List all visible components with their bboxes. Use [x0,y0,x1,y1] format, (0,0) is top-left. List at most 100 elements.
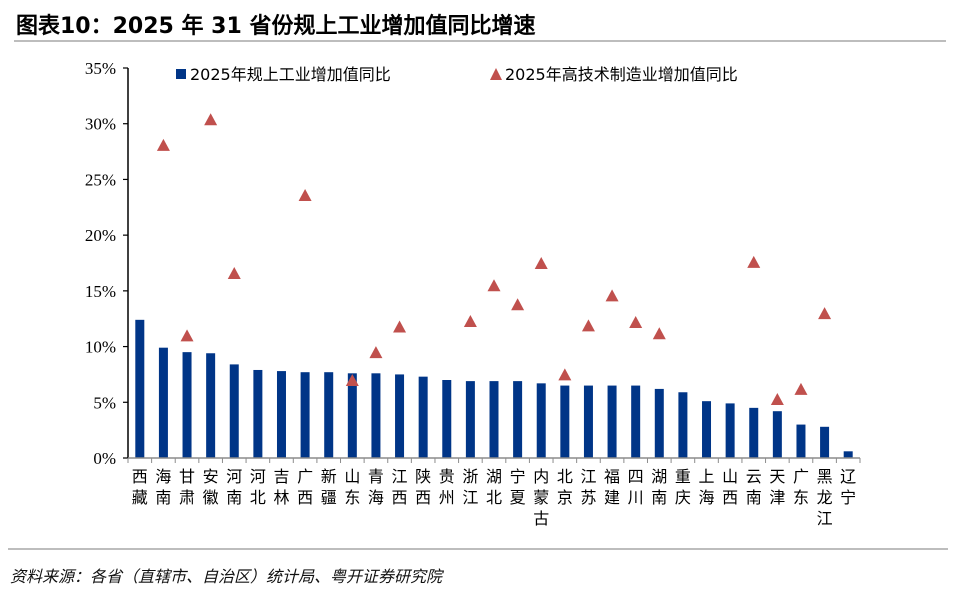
source-divider [8,548,948,550]
bar [135,319,145,458]
bar [324,372,334,458]
bar [206,353,216,458]
y-tick-label: 20% [85,226,116,245]
x-tick-label: 山西 [722,467,738,507]
x-tick-label: 重庆 [675,467,691,507]
x-tick-label: 西藏 [132,467,148,507]
x-axis: 西藏海南甘肃安徽河南河北吉林广西新疆山东青海江西陕西贵州浙江湖北宁夏内蒙古北京江… [127,457,861,528]
y-tick-label: 0% [93,449,116,468]
x-tick-label: 北京 [557,467,573,507]
bar-series [135,319,853,458]
bar [465,381,475,458]
triangle-marker [204,113,218,126]
x-tick-label: 广西 [297,467,313,507]
y-tick-label: 30% [85,115,116,134]
legend-triangle-swatch [490,68,502,80]
bar [820,426,830,458]
legend-bar-label: 2025年规上工业增加值同比 [190,65,391,84]
triangle-marker [534,257,548,269]
bar [395,374,405,458]
triangle-marker [156,138,170,151]
y-tick-label: 25% [85,170,116,189]
triangle-marker [298,189,312,202]
x-tick-label: 湖北 [486,467,502,507]
y-tick-label: 15% [85,282,116,301]
triangle-marker [227,267,241,280]
x-tick-label: 上海 [699,467,715,507]
triangle-marker [770,392,784,405]
x-tick-label: 云南 [746,467,762,507]
triangle-marker [487,279,501,292]
triangle-marker [393,320,407,333]
x-tick-label: 浙江 [462,467,478,507]
bar [347,373,357,458]
x-tick-label: 河北 [250,467,266,507]
bar [560,385,570,458]
x-tick-label: 山东 [344,467,360,507]
x-tick-label: 陕西 [415,467,431,507]
triangle-marker [180,329,194,342]
bar [276,371,286,458]
bar [489,381,499,458]
bar [607,385,617,458]
triangle-marker [652,327,666,340]
y-tick-label: 35% [85,59,116,78]
x-tick-label: 江苏 [580,467,596,507]
bar [513,381,523,458]
x-tick-label: 新疆 [321,467,337,507]
x-tick-label: 广东 [793,467,809,507]
bar [182,352,192,458]
triangle-marker [794,382,808,395]
y-tick-label: 10% [85,338,116,357]
y-axis: 0% 5% 10% 15% 20% 25% 30% 35% [85,59,129,468]
x-tick-label: 河南 [226,467,242,507]
bar [631,385,641,458]
triangle-marker [818,307,832,320]
chart-title: 图表10：2025 年 31 省份规上工业增加值同比增速 [16,14,536,39]
bar [725,403,735,458]
bar [772,411,782,458]
triangle-marker [463,314,477,327]
x-tick-label: 安徽 [203,467,219,507]
bar [654,388,664,458]
x-tick-label: 甘肃 [179,467,195,507]
x-tick-label: 海南 [155,467,171,507]
triangle-marker [369,346,383,359]
x-tick-label: 内蒙古 [533,467,549,528]
bar [371,373,381,458]
chart-canvas: 2025年规上工业增加值同比 2025年高技术制造业增加值同比 0% 5% 10% 1… [85,59,861,528]
x-tick-label: 黑龙江 [817,467,833,528]
bar [536,383,546,458]
bar [253,369,263,458]
bar [442,380,452,458]
x-tick-label: 贵州 [439,467,455,507]
legend-triangle-label: 2025年高技术制造业增加值同比 [505,65,738,84]
bar [300,372,310,458]
triangle-marker [511,298,525,311]
triangle-marker [581,319,595,332]
source-note: 资料来源：各省（直辖市、自治区）统计局、粤开证券研究院 [10,567,443,586]
x-tick-label: 天津 [769,467,785,507]
bar [796,424,806,458]
triangle-marker [629,316,643,329]
x-tick-label: 江西 [392,467,408,507]
bar [702,401,712,458]
x-tick-label: 宁夏 [510,467,526,507]
x-tick-label: 湖南 [651,467,667,507]
bar [583,385,593,458]
title-divider [14,40,946,42]
bar [678,392,688,458]
triangle-marker [558,368,572,381]
x-tick-label: 福建 [604,467,620,507]
y-tick-label: 5% [93,393,116,412]
bar [843,451,853,458]
x-tick-label: 吉林 [273,467,289,507]
triangle-marker [747,255,761,268]
bar [749,407,759,458]
triangle-marker [345,374,359,386]
triangle-series [156,113,832,405]
bar [158,347,168,458]
legend-bar-swatch [176,69,186,79]
bar [229,364,239,458]
bar [418,376,428,458]
